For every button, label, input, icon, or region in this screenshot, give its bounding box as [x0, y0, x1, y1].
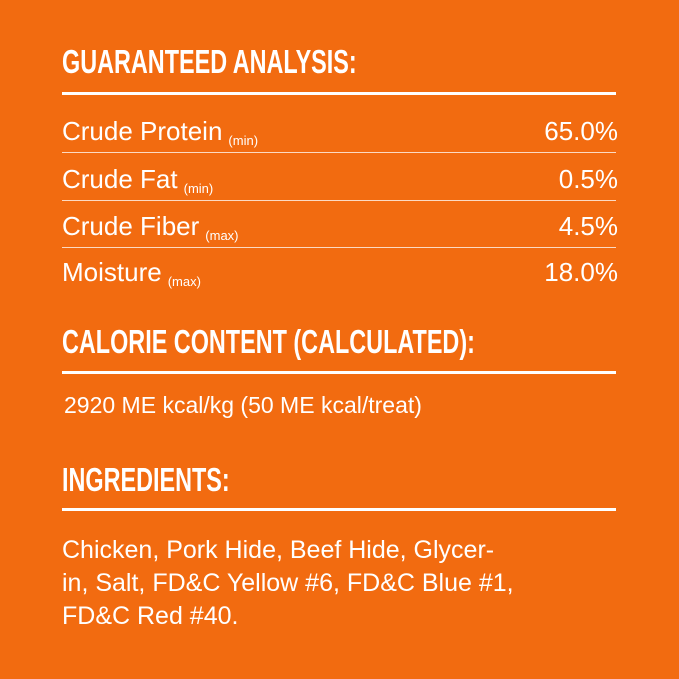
ingredients-line: in, Salt, FD&C Yellow #6, FD&C Blue #1, [62, 569, 514, 597]
nutrient-qualifier: (min) [228, 132, 259, 148]
nutrient-label: Crude Protein [62, 115, 223, 146]
nutrient-qualifier: (max) [205, 227, 239, 243]
heading-divider [62, 508, 616, 511]
analysis-row: Moisture (max) 18.0% [62, 254, 618, 290]
calorie-content-text: 2920 ME kcal/kg (50 ME kcal/treat) [64, 392, 422, 418]
nutrient-value: 18.0% [544, 256, 618, 287]
nutrient-label: Crude Fiber [62, 210, 200, 241]
nutrient-qualifier: (max) [167, 273, 201, 289]
nutrient-qualifier: (min) [183, 180, 214, 196]
guaranteed-analysis-heading: GUARANTEED ANALYSIS: [62, 43, 357, 81]
ingredients-line: Chicken, Pork Hide, Beef Hide, Glycer- [62, 536, 495, 564]
nutrient-value: 4.5% [558, 210, 618, 241]
analysis-row: Crude Fat (min) 0.5% [62, 161, 618, 197]
row-divider [62, 247, 616, 248]
nutrient-value: 0.5% [558, 163, 618, 194]
nutrient-label: Moisture [62, 256, 162, 287]
calorie-content-heading: CALORIE CONTENT (CALCULATED): [62, 323, 475, 361]
heading-divider [62, 371, 616, 374]
nutrient-label: Crude Fat [62, 163, 178, 194]
heading-divider [62, 92, 616, 95]
ingredients-line: FD&C Red #40. [62, 602, 239, 630]
analysis-row: Crude Fiber (max) 4.5% [62, 208, 618, 244]
row-divider [62, 200, 616, 201]
analysis-row: Crude Protein (min) 65.0% [62, 113, 618, 149]
nutrient-value: 65.0% [544, 115, 618, 146]
ingredients-heading: INGREDIENTS: [62, 461, 230, 499]
row-divider [62, 152, 616, 153]
